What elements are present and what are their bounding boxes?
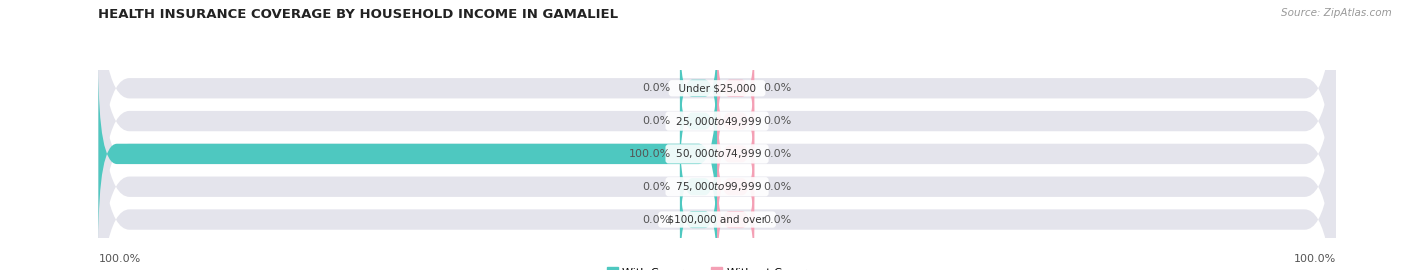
Text: $75,000 to $99,999: $75,000 to $99,999 [669, 180, 765, 193]
FancyBboxPatch shape [681, 163, 717, 270]
Text: $100,000 and over: $100,000 and over [661, 215, 773, 225]
Legend: With Coverage, Without Coverage: With Coverage, Without Coverage [602, 263, 832, 270]
Text: 100.0%: 100.0% [628, 149, 671, 159]
Text: 0.0%: 0.0% [643, 215, 671, 225]
FancyBboxPatch shape [681, 64, 717, 178]
FancyBboxPatch shape [681, 31, 717, 145]
Text: 100.0%: 100.0% [1294, 254, 1336, 264]
FancyBboxPatch shape [717, 163, 754, 270]
FancyBboxPatch shape [98, 66, 1336, 270]
Text: 0.0%: 0.0% [763, 182, 792, 192]
Text: Source: ZipAtlas.com: Source: ZipAtlas.com [1281, 8, 1392, 18]
Text: Under $25,000: Under $25,000 [672, 83, 762, 93]
FancyBboxPatch shape [98, 0, 1336, 270]
Text: 0.0%: 0.0% [643, 83, 671, 93]
Text: $50,000 to $74,999: $50,000 to $74,999 [669, 147, 765, 160]
Text: 0.0%: 0.0% [763, 83, 792, 93]
FancyBboxPatch shape [98, 0, 1336, 242]
FancyBboxPatch shape [717, 130, 754, 244]
Text: 0.0%: 0.0% [643, 116, 671, 126]
FancyBboxPatch shape [717, 64, 754, 178]
FancyBboxPatch shape [98, 66, 717, 242]
FancyBboxPatch shape [717, 31, 754, 145]
Text: 0.0%: 0.0% [763, 149, 792, 159]
Text: 100.0%: 100.0% [98, 254, 141, 264]
Text: 0.0%: 0.0% [763, 215, 792, 225]
FancyBboxPatch shape [98, 0, 1336, 270]
Text: 0.0%: 0.0% [763, 116, 792, 126]
Text: $25,000 to $49,999: $25,000 to $49,999 [669, 114, 765, 128]
FancyBboxPatch shape [681, 130, 717, 244]
FancyBboxPatch shape [98, 33, 1336, 270]
FancyBboxPatch shape [717, 97, 754, 211]
Text: HEALTH INSURANCE COVERAGE BY HOUSEHOLD INCOME IN GAMALIEL: HEALTH INSURANCE COVERAGE BY HOUSEHOLD I… [98, 8, 619, 21]
Text: 0.0%: 0.0% [643, 182, 671, 192]
